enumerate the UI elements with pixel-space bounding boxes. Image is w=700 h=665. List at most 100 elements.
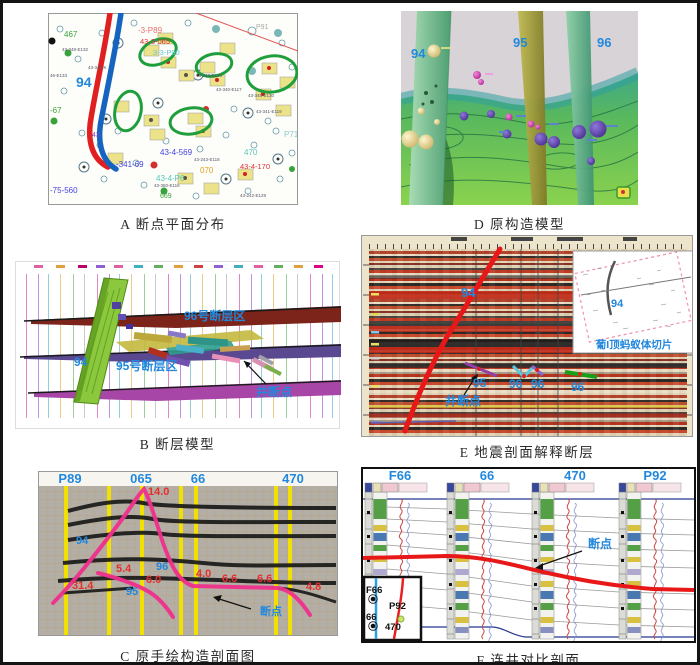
map-label: 470 bbox=[244, 148, 258, 157]
inset-well-470: 470 bbox=[385, 622, 401, 633]
displacement-value: 6.6 bbox=[257, 573, 272, 585]
fault-pillar-95 bbox=[518, 11, 547, 205]
displacement-value: 6.6 bbox=[222, 573, 237, 585]
panel-b-canvas: 94 95号断层区 96号断层区 井断点 bbox=[19, 265, 341, 405]
location-inset-map: F66 P92 66 470 bbox=[363, 575, 423, 641]
panel-c-canvas: P89 065 66 470 31.4 5.4 6.0 14.0 4.0 6.6… bbox=[38, 471, 338, 636]
caption-b: B 断层模型 bbox=[139, 437, 216, 452]
fault-zone-96-label: 96号断层区 bbox=[184, 308, 245, 323]
map-label: 070 bbox=[200, 166, 214, 175]
caption-a: A 断点平面分布 bbox=[120, 217, 226, 232]
well-code: 43-345-E130 bbox=[248, 93, 275, 98]
displacement-value: 31.4 bbox=[72, 580, 94, 592]
model-compass-icon bbox=[616, 186, 631, 199]
caption-e: E 地震剖面解释断层 bbox=[459, 445, 595, 460]
map-label: 669 bbox=[160, 193, 172, 200]
fault-point-spheres-purple bbox=[459, 110, 607, 165]
fault-trace-94 bbox=[402, 246, 503, 434]
map-tiny-well-codes: 43-348-E132 43-340-K 46-E133 43-343-E136… bbox=[50, 47, 282, 198]
map-label: -3-P89 bbox=[138, 26, 163, 35]
datum-line-bottom bbox=[363, 626, 694, 638]
fault-zone-94-label: 94 bbox=[74, 355, 88, 369]
strong-reflector-bands bbox=[369, 275, 687, 418]
fault-plane-94-green bbox=[73, 277, 133, 405]
break-point-label: 断点 bbox=[260, 604, 282, 618]
map-label: -75-560 bbox=[50, 186, 78, 195]
panel-a-fault-plan-map: 467 -3-P89 43-3-065 3-3-P90 P91 94 -67 4… bbox=[48, 13, 298, 205]
pillar-94-edge bbox=[442, 11, 452, 205]
inset-fault-red bbox=[392, 577, 405, 640]
horizon-tag-dashes bbox=[371, 293, 381, 424]
inset-scribbles bbox=[582, 267, 682, 330]
pillar-label-94: 94 bbox=[411, 46, 426, 61]
fault-96-label: 96 bbox=[156, 561, 168, 573]
map-fault-line-blue bbox=[96, 13, 124, 172]
well-label-p92: P92 bbox=[643, 469, 666, 483]
horizon-top-edge bbox=[23, 306, 341, 322]
trace-ticks bbox=[369, 244, 687, 249]
well-label-66: 66 bbox=[480, 469, 494, 483]
fault-patch-blocks bbox=[133, 330, 282, 376]
break-arrow-line bbox=[215, 597, 252, 610]
displacement-value: 4.0 bbox=[196, 568, 211, 580]
well-break-label: 井断点 bbox=[445, 393, 481, 408]
horizon-bottom bbox=[34, 380, 341, 401]
fault-point-spheres-magenta bbox=[473, 71, 541, 130]
seismic-break-arrow-head bbox=[471, 374, 478, 383]
fault-zone-95-label: 95号断层区 bbox=[116, 358, 177, 373]
map-fault-line-red bbox=[86, 13, 113, 170]
displacement-value: 5.4 bbox=[116, 563, 132, 575]
fault-96-label-2: 96 bbox=[531, 377, 545, 391]
fault-point-spheres-cream bbox=[401, 44, 441, 150]
fault-line-red bbox=[363, 553, 694, 592]
break-arrow-head bbox=[213, 595, 222, 602]
panel-d-structure-model: 94 95 96 bbox=[401, 11, 638, 205]
well-code: 43-350-E116 bbox=[154, 183, 180, 188]
well-break-label: 井断点 bbox=[256, 384, 292, 399]
panel-c-hand-drawn-section: P89 065 66 470 31.4 5.4 6.0 14.0 4.0 6.6… bbox=[38, 471, 338, 636]
map-label: -341-69 bbox=[116, 160, 144, 169]
panel-a-canvas: 467 -3-P89 43-3-065 3-3-P90 P91 94 -67 4… bbox=[48, 13, 298, 205]
panel-e-border bbox=[361, 235, 693, 437]
fault-curves-pink bbox=[51, 485, 312, 619]
well-label-065: 065 bbox=[130, 471, 152, 486]
map-label: 467 bbox=[64, 30, 78, 39]
well-break-arrow-head bbox=[244, 361, 251, 368]
ant-tracking-inset: 94 葡I顶蚂蚁体切片 bbox=[572, 250, 693, 354]
well-label-470: 470 bbox=[564, 469, 586, 483]
fault-96-label-3: 96 bbox=[571, 380, 585, 394]
fault-94-label: 94 bbox=[461, 285, 476, 300]
map-label: -67 bbox=[50, 106, 62, 115]
fault-95-label: 95 bbox=[126, 586, 138, 598]
map-label: 43-4-P6 bbox=[156, 174, 185, 183]
panel-e-canvas: 94 葡I顶蚂蚁体切片 94 95 96 96 96 井断点 bbox=[361, 235, 693, 437]
map-region-94: 94 bbox=[76, 74, 92, 90]
map-boundary-line bbox=[195, 13, 298, 52]
inset-caption: 葡I顶蚂蚁体切片 bbox=[595, 338, 672, 351]
inset-well-p92: P92 bbox=[389, 601, 406, 612]
inset-fault-curve bbox=[606, 260, 617, 316]
map-label: 43-4-569 bbox=[160, 148, 193, 157]
break-arrow-line bbox=[538, 550, 583, 567]
map-label: P91 bbox=[256, 24, 269, 31]
panel-c-border bbox=[38, 471, 338, 636]
wellpath-lines bbox=[475, 249, 559, 437]
panel-d-canvas: 94 95 96 bbox=[401, 11, 638, 205]
sphere-tag-dashes bbox=[441, 47, 618, 141]
panel-a-border bbox=[48, 13, 298, 205]
fault-94-label: 94 bbox=[76, 535, 89, 547]
displacement-value: 4.8 bbox=[306, 581, 321, 593]
well-code: 43-343-E136 bbox=[196, 73, 223, 78]
inset-section-line bbox=[580, 276, 692, 296]
well-code: 43-340-K bbox=[88, 65, 107, 70]
well-code: 43-242-E129 bbox=[240, 193, 267, 198]
pillar-label-96: 96 bbox=[597, 35, 611, 50]
well-code: 43-348-E132 bbox=[62, 47, 89, 52]
caption-c: C 原手绘构造剖面图 bbox=[120, 649, 256, 664]
left-scale-ticks bbox=[363, 264, 369, 416]
well-top-tags bbox=[34, 265, 323, 268]
inset-well-f66: F66 bbox=[366, 585, 382, 596]
fault-pillar-96 bbox=[566, 11, 594, 205]
map-label: 43 bbox=[92, 132, 100, 139]
